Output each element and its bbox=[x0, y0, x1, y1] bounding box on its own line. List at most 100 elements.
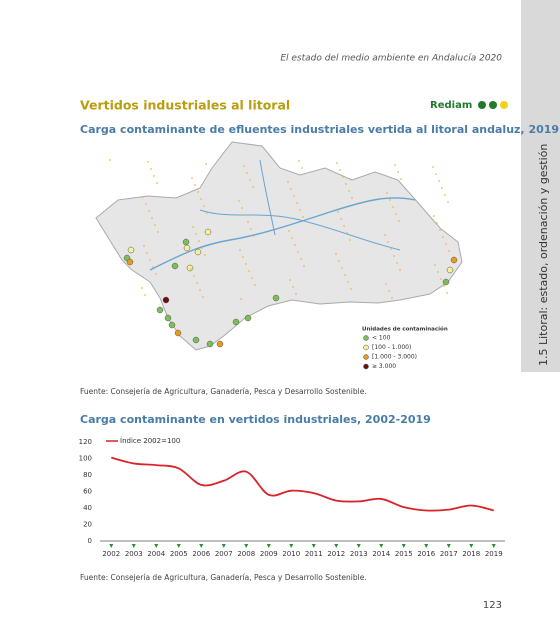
map-speck bbox=[205, 163, 207, 165]
map-speck bbox=[384, 234, 386, 236]
y-tick-label: 120 bbox=[79, 438, 92, 446]
map-point bbox=[171, 262, 179, 270]
map-speck bbox=[435, 173, 437, 175]
map-point bbox=[194, 248, 202, 256]
map-speck bbox=[152, 266, 154, 268]
map-speck bbox=[339, 169, 341, 171]
map-speck bbox=[302, 216, 304, 218]
map-speck bbox=[244, 214, 246, 216]
map-point bbox=[192, 336, 200, 344]
map-speck bbox=[299, 209, 301, 211]
map-speck bbox=[350, 288, 352, 290]
logo-dot bbox=[478, 101, 486, 109]
y-tick-label: 20 bbox=[83, 521, 92, 529]
x-tick-label: 2009 bbox=[260, 550, 278, 558]
map-speck bbox=[387, 241, 389, 243]
map-region bbox=[95, 141, 463, 351]
map-point bbox=[216, 340, 224, 348]
x-tick-label: 2017 bbox=[440, 550, 458, 558]
map-speck bbox=[443, 285, 445, 287]
map-point bbox=[164, 314, 172, 322]
logo: Rediam bbox=[430, 100, 472, 111]
legend-label: ≥ 3.000 bbox=[372, 363, 396, 370]
map-speck bbox=[288, 230, 290, 232]
map-speck bbox=[147, 161, 149, 163]
logo-dot bbox=[489, 101, 497, 109]
map-speck bbox=[391, 297, 393, 299]
map-speck bbox=[192, 226, 194, 228]
chart: 0 20 40 60 80 100 120 2002 2003 2004 2005 2006 2007 2… bbox=[79, 436, 505, 558]
map-speck bbox=[346, 232, 348, 234]
map-speck bbox=[109, 159, 111, 161]
map-point bbox=[168, 321, 176, 329]
map-speck bbox=[239, 249, 241, 251]
legend-swatch bbox=[363, 354, 369, 360]
legend-label: [100 - 1.000) bbox=[372, 344, 411, 351]
x-tick-label: 2016 bbox=[417, 550, 435, 558]
map-speck bbox=[394, 164, 396, 166]
map-speck bbox=[145, 203, 147, 205]
x-tick-arrow bbox=[109, 544, 114, 548]
map-point bbox=[174, 329, 182, 337]
sidebar bbox=[521, 0, 560, 372]
map-speck bbox=[447, 201, 449, 203]
x-tick-arrow bbox=[289, 544, 294, 548]
map-speck bbox=[444, 194, 446, 196]
map-point bbox=[162, 296, 170, 304]
map-speck bbox=[390, 248, 392, 250]
page-number: 123 bbox=[483, 600, 502, 611]
map-speck bbox=[142, 196, 144, 198]
map-speck bbox=[294, 244, 296, 246]
map-point bbox=[244, 314, 252, 322]
map-speck bbox=[399, 269, 401, 271]
map-speck bbox=[437, 271, 439, 273]
map-speck bbox=[191, 177, 193, 179]
sidebar-text: 1.5 Litoral: estado, ordenación y gestió… bbox=[537, 144, 550, 366]
x-tick-label: 2013 bbox=[350, 550, 368, 558]
x-tick-arrow bbox=[266, 544, 271, 548]
x-tick-label: 2011 bbox=[305, 550, 323, 558]
map-speck bbox=[245, 263, 247, 265]
map-point bbox=[183, 244, 191, 252]
map-speck bbox=[386, 192, 388, 194]
x-tick-label: 2019 bbox=[485, 550, 503, 558]
x-tick-arrow bbox=[446, 544, 451, 548]
map-point bbox=[442, 278, 450, 286]
map-speck bbox=[289, 279, 291, 281]
map-speck bbox=[335, 253, 337, 255]
x-tick-arrow bbox=[199, 544, 204, 548]
map-speck bbox=[293, 195, 295, 197]
map-speck bbox=[436, 222, 438, 224]
map-speck bbox=[193, 275, 195, 277]
map-speck bbox=[143, 245, 145, 247]
x-tick-label: 2004 bbox=[147, 550, 165, 558]
map-speck bbox=[249, 179, 251, 181]
map-speck bbox=[298, 160, 300, 162]
map-speck bbox=[198, 240, 200, 242]
map-speck bbox=[254, 284, 256, 286]
legend-swatch bbox=[363, 363, 369, 370]
map-speck bbox=[252, 186, 254, 188]
map-speck bbox=[441, 187, 443, 189]
x-tick-arrow bbox=[176, 544, 181, 548]
x-tick-arrow bbox=[244, 544, 249, 548]
map-speck bbox=[343, 225, 345, 227]
map-speck bbox=[195, 233, 197, 235]
x-tick-arrow bbox=[334, 544, 339, 548]
map-speck bbox=[395, 213, 397, 215]
map-speck bbox=[347, 281, 349, 283]
map-speck bbox=[190, 268, 192, 270]
map-speck bbox=[342, 176, 344, 178]
x-tick-arrow bbox=[401, 544, 406, 548]
y-tick-label: 40 bbox=[83, 504, 92, 512]
x-tick-arrow bbox=[356, 544, 361, 548]
logo-dot bbox=[500, 101, 508, 109]
map-speck bbox=[204, 254, 206, 256]
map-speck bbox=[291, 237, 293, 239]
map-speck bbox=[385, 283, 387, 285]
x-tick-label: 2015 bbox=[395, 550, 413, 558]
map-speck bbox=[341, 267, 343, 269]
x-tick-label: 2006 bbox=[192, 550, 210, 558]
map-point bbox=[186, 264, 194, 272]
